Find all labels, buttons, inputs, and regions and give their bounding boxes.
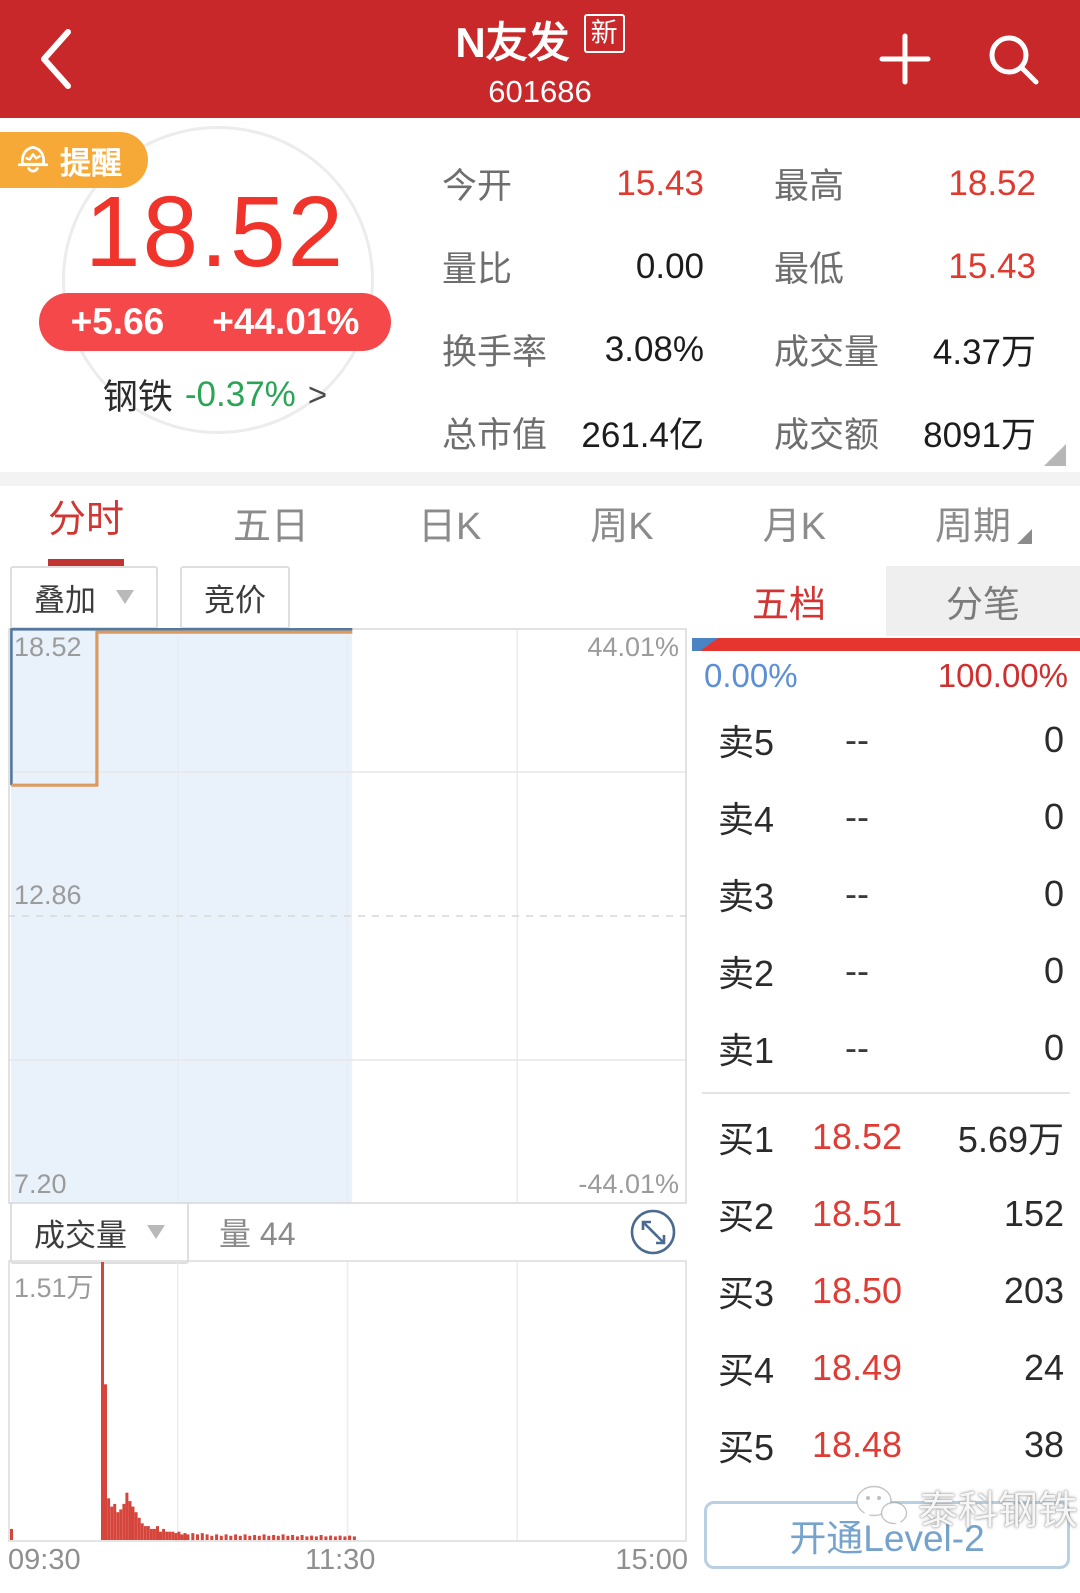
- price-alert-badge[interactable]: 提醒: [0, 132, 148, 188]
- stat-value: 15.43: [616, 163, 704, 203]
- header-title-block: N友发 新 601686: [0, 9, 1080, 110]
- chevron-down-icon: [116, 590, 134, 604]
- current-volume-readout: 量 44: [219, 1216, 296, 1252]
- buy-row-4[interactable]: 买4 18.49 24: [718, 1346, 1064, 1391]
- sell-row-2[interactable]: 卖2 -- 0: [718, 949, 1064, 994]
- period-tabbar: 分时 五日 日K 周K 月K 周期: [0, 486, 1080, 566]
- fullscreen-icon[interactable]: [628, 1207, 678, 1257]
- stat-value: 261.4亿: [581, 416, 704, 455]
- current-price: 18.52: [84, 176, 346, 288]
- price-change-pct: +44.01%: [212, 301, 360, 342]
- volume-controls: 成交量 量 44: [0, 1200, 692, 1264]
- tab-period[interactable]: 周期: [935, 495, 1032, 566]
- stat-label: 成交量: [774, 333, 880, 372]
- expand-stats-icon[interactable]: [1044, 444, 1066, 466]
- volume-chart-canvas: [8, 1260, 687, 1542]
- buy-percent: 100.00%: [937, 657, 1068, 694]
- stat-value: 4.37万: [932, 333, 1036, 372]
- axis-low-price: 7.20: [14, 1169, 67, 1199]
- sell-percent: 0.00%: [704, 657, 798, 694]
- axis-high-price: 18.52: [14, 632, 82, 662]
- chevron-down-icon: [147, 1225, 165, 1239]
- stat-value: 0.00: [635, 246, 704, 286]
- new-stock-badge: 新: [583, 13, 625, 53]
- chart-controls: 叠加 竞价: [0, 565, 692, 629]
- axis-low-pct: -44.01%: [578, 1169, 679, 1199]
- chevron-right-icon: >: [307, 375, 328, 413]
- auction-button[interactable]: 竞价: [180, 565, 290, 629]
- chart-column: 叠加 竞价 18.52 44.01% 12.86 7.20 -44.01% 成交…: [0, 565, 692, 1582]
- open-level2-button[interactable]: 开通Level-2: [704, 1501, 1070, 1569]
- stock-name: N友发: [455, 18, 570, 66]
- stat-label: 成交额: [774, 416, 880, 455]
- time-open: 09:30: [8, 1544, 81, 1576]
- change-pill: +5.66 +44.01%: [38, 293, 392, 351]
- tab-tick-by-tick[interactable]: 分笔: [886, 566, 1080, 636]
- stat-label: 总市值: [442, 416, 548, 455]
- buy-row-3[interactable]: 买3 18.50 203: [718, 1269, 1064, 1314]
- tab-weekly-k[interactable]: 周K: [590, 506, 654, 548]
- alert-badge-label: 提醒: [60, 145, 122, 181]
- stat-label: 换手率: [442, 333, 548, 372]
- time-close: 15:00: [615, 1544, 688, 1576]
- buy-row-1[interactable]: 买1 18.52 5.69万: [718, 1115, 1064, 1160]
- sell-row-4[interactable]: 卖4 -- 0: [718, 795, 1064, 840]
- tab-monthly-k[interactable]: 月K: [762, 506, 826, 548]
- section-divider: [0, 472, 1080, 486]
- search-icon[interactable]: [982, 28, 1044, 90]
- order-book-panel: 五档 分笔 0.00% 100.00% 卖5 -- 0 卖4 -- 0 卖3 -- 0 卖2…: [692, 566, 1080, 1582]
- axis-mid-price: 12.86: [14, 880, 82, 910]
- alert-bell-icon: [17, 145, 49, 173]
- buy-row-2[interactable]: 买2 18.51 152: [718, 1192, 1064, 1237]
- stat-value: 8091万: [923, 416, 1036, 455]
- time-mid: 11:30: [305, 1544, 376, 1576]
- tab-daily-k[interactable]: 日K: [417, 506, 482, 548]
- sell-row-1[interactable]: 卖1 -- 0: [718, 1026, 1064, 1071]
- volume-chart[interactable]: 1.51万: [8, 1260, 687, 1542]
- sell-row-5[interactable]: 卖5 -- 0: [718, 718, 1064, 763]
- stat-value: 15.43: [948, 246, 1036, 286]
- stat-label: 最高: [774, 167, 845, 206]
- sector-name: 钢铁: [102, 378, 173, 417]
- order-book-divider: [702, 1092, 1070, 1094]
- stat-label: 最低: [774, 250, 845, 289]
- stats-grid: 今开 15.43 最高 18.52 量比 0.00 最低 15.43 换手率 3.08% …: [442, 142, 1036, 472]
- stat-value: 3.08%: [604, 329, 704, 369]
- price-block: 18.52 +5.66 +44.01% 钢铁 -0.37% >: [0, 118, 430, 420]
- stat-label: 量比: [442, 250, 513, 289]
- buy-sell-percent-row: 0.00% 100.00%: [692, 651, 1080, 701]
- buy-row-5[interactable]: 买5 18.48 38: [718, 1423, 1064, 1468]
- tab-minute[interactable]: 分时: [48, 488, 125, 566]
- quote-section: 提醒 18.52 +5.66 +44.01% 钢铁 -0.37% > 今开 15.4…: [0, 118, 1080, 472]
- time-axis: 09:30 11:30 15:00: [0, 1542, 692, 1582]
- price-change: +5.66: [70, 301, 165, 342]
- intraday-price-chart[interactable]: 18.52 44.01% 12.86 7.20 -44.01%: [8, 627, 687, 1204]
- sector-change: -0.37%: [184, 374, 296, 414]
- back-icon[interactable]: [28, 22, 84, 96]
- tab-five-levels[interactable]: 五档: [692, 566, 886, 636]
- tab-5day[interactable]: 五日: [232, 506, 309, 548]
- price-chart-canvas: [8, 627, 687, 1204]
- add-to-watchlist-icon[interactable]: [874, 28, 936, 90]
- stat-label: 今开: [442, 167, 513, 206]
- sector-link[interactable]: 钢铁 -0.37% >: [0, 369, 430, 420]
- sell-row-3[interactable]: 卖3 -- 0: [718, 872, 1064, 917]
- decorative-circle: [62, 126, 374, 434]
- axis-high-pct: 44.01%: [587, 632, 679, 662]
- app-header: N友发 新 601686: [0, 0, 1080, 118]
- stat-value: 18.52: [948, 163, 1036, 203]
- period-caret-icon: [1016, 529, 1032, 544]
- overlay-dropdown[interactable]: 叠加: [10, 565, 158, 629]
- buy-sell-ratio-bar: [692, 638, 1080, 651]
- stock-code: 601686: [488, 73, 592, 109]
- indicator-dropdown[interactable]: 成交量: [10, 1200, 189, 1264]
- volume-max-label: 1.51万: [14, 1273, 94, 1303]
